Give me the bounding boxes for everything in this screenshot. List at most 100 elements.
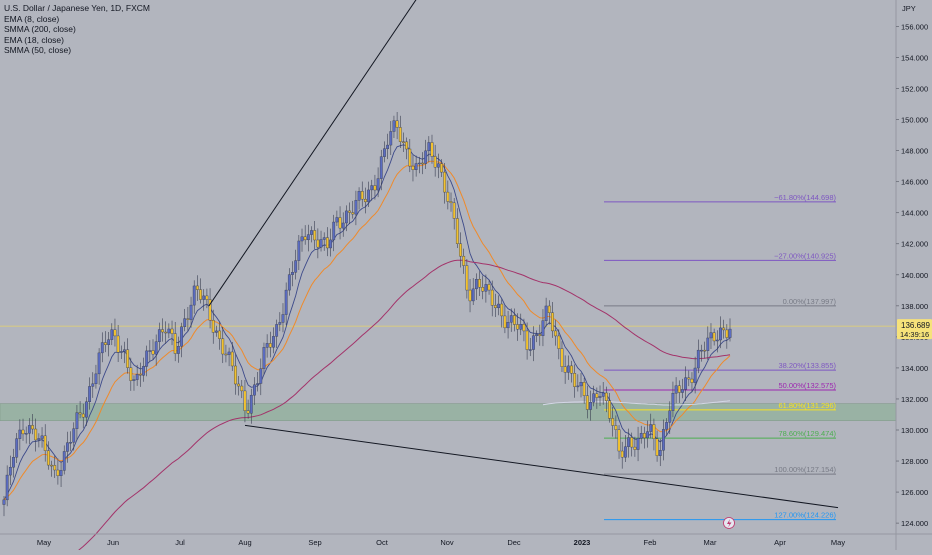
candle-body (674, 385, 678, 394)
fib-label-7: 100.00%(127.154) (774, 465, 836, 474)
candle-body (719, 327, 722, 341)
candle-body (389, 131, 393, 146)
candle-body (601, 392, 605, 397)
candle-body (462, 255, 466, 266)
candle-body (249, 394, 253, 414)
chart-legend: U.S. Dollar / Japanese Yen, 1D, FXCM EMA… (4, 3, 150, 56)
candle-body (468, 289, 472, 302)
fib-label-0: −61.80%(144.698) (774, 193, 836, 202)
candle-body (132, 379, 136, 381)
candle-body (284, 289, 288, 315)
indicator-ema-18[interactable]: EMA (18, close) (4, 34, 64, 45)
y-tick-label-0: 124.000 (901, 519, 928, 528)
candle-body (373, 185, 377, 191)
candle-body (2, 499, 6, 505)
indicator-smma-50[interactable]: SMMA (50, close) (4, 45, 72, 55)
candle-body (633, 446, 637, 450)
candle-body (164, 331, 168, 334)
candle-body (18, 429, 22, 439)
candle-body (611, 418, 615, 426)
candle-body (287, 274, 291, 291)
y-tick-label-3: 130.000 (901, 426, 928, 435)
candle-body (142, 366, 145, 376)
candle-body (364, 198, 367, 203)
candle-body (126, 349, 130, 368)
candle-body (481, 287, 485, 292)
candle-body (516, 324, 519, 330)
candle-body (370, 185, 374, 191)
candle-body (684, 377, 688, 390)
y-tick-label-16: 156.000 (901, 22, 928, 31)
candle-body (69, 442, 72, 444)
candle-body (554, 330, 558, 337)
x-tick-label-11: Apr (774, 538, 786, 547)
fib-label-4: 50.00%(132.575) (778, 381, 836, 390)
candle-body (395, 120, 399, 128)
candle-body (630, 437, 634, 448)
candle-body (72, 428, 76, 443)
candle-body (662, 429, 665, 451)
candle-body (503, 315, 507, 329)
candle-body (303, 236, 307, 241)
candle-body (706, 337, 710, 351)
candle-body (310, 230, 313, 235)
indicator-smma-200[interactable]: SMMA (200, close) (4, 24, 76, 34)
candle-body (532, 335, 535, 350)
candle-body (652, 424, 656, 439)
candle-body (696, 349, 700, 369)
fib-label-5: 61.80%(131.296) (778, 401, 836, 410)
candle-body (300, 236, 304, 242)
candle-body (474, 279, 478, 290)
candle-body (322, 237, 326, 240)
candle-body (405, 141, 409, 150)
x-tick-label-6: Nov (440, 538, 454, 547)
y-tick-label-2: 128.000 (901, 457, 928, 466)
candle-body (59, 470, 63, 477)
y-tick-label-9: 142.000 (901, 240, 928, 249)
y-tick-label-5: 134.000 (901, 364, 928, 373)
candle-body (21, 429, 25, 435)
candles-layer (2, 112, 732, 517)
candle-body (221, 338, 225, 355)
candle-body (189, 304, 193, 320)
y-tick-label-4: 132.000 (901, 395, 928, 404)
candle-body (563, 366, 567, 373)
candle-body (671, 392, 675, 411)
candle-body (725, 329, 729, 338)
indicator-ema-8[interactable]: EMA (8, close) (4, 13, 60, 24)
candle-body (256, 383, 260, 386)
currency-label: JPY (902, 4, 916, 13)
candle-body (192, 285, 196, 306)
candle-body (636, 438, 640, 450)
candle-body (186, 318, 190, 320)
candle-body (297, 240, 301, 261)
candle-body (306, 234, 310, 241)
candle-body (37, 438, 41, 441)
moving-average-layer (3, 144, 731, 555)
candle-body (677, 385, 681, 393)
candle-body (332, 221, 336, 241)
candle-body (218, 330, 221, 339)
candle-body (712, 332, 716, 342)
candle-body (544, 305, 548, 321)
candle-body (592, 393, 596, 403)
candle-body (436, 163, 440, 168)
candle-body (224, 353, 228, 356)
candle-body (528, 349, 532, 351)
candle-body (91, 383, 95, 387)
candle-body (497, 303, 500, 309)
candle-body (113, 329, 117, 337)
candle-body (566, 365, 570, 373)
candle-body (538, 334, 542, 336)
candle-body (151, 350, 155, 355)
candle-body (421, 162, 424, 165)
candle-body (551, 312, 554, 332)
candle-body (614, 425, 618, 430)
candle-body (145, 350, 149, 367)
candle-body (265, 343, 269, 348)
candle-body (278, 322, 282, 325)
candle-body (100, 342, 104, 354)
candle-body (500, 303, 504, 317)
